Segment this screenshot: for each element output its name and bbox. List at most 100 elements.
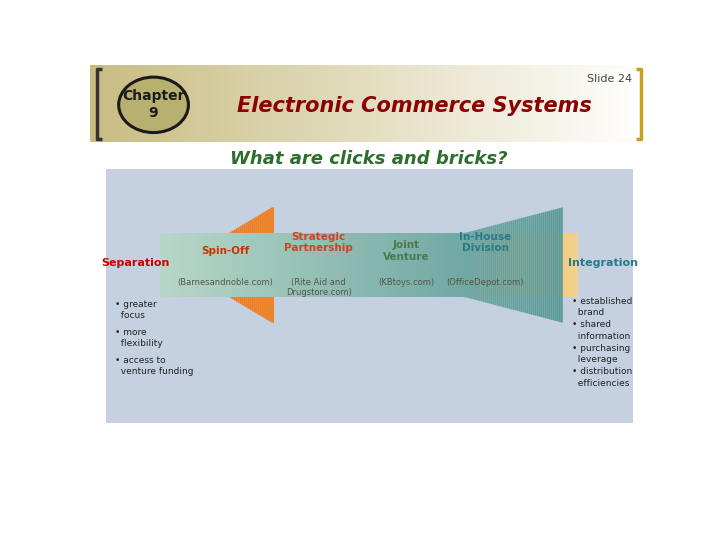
Polygon shape [293,233,294,298]
Polygon shape [284,233,286,298]
Bar [504,65,505,142]
Bar [137,65,138,142]
Polygon shape [363,233,364,298]
Bar [477,65,478,142]
Bar [407,65,408,142]
Polygon shape [369,233,372,298]
Polygon shape [347,233,349,298]
Polygon shape [451,233,454,298]
Bar [597,65,598,142]
Bar [538,65,539,142]
Bar [341,65,342,142]
Polygon shape [238,227,240,303]
Text: (OfficeDepot.com): (OfficeDepot.com) [446,278,524,287]
Bar [282,65,283,142]
Bar [382,65,383,142]
Bar [199,65,200,142]
Polygon shape [474,233,475,298]
Polygon shape [271,233,273,298]
Polygon shape [394,233,395,298]
Bar [461,65,462,142]
Bar [388,65,389,142]
Polygon shape [377,233,379,298]
Bar [252,65,253,142]
Bar [331,65,332,142]
Polygon shape [373,233,374,298]
Polygon shape [487,233,490,298]
Polygon shape [175,264,177,266]
Polygon shape [522,233,524,298]
Polygon shape [283,233,284,298]
Polygon shape [307,233,309,298]
Polygon shape [242,224,244,306]
Bar [384,65,385,142]
Polygon shape [506,221,508,308]
Polygon shape [316,233,318,298]
Bar [549,65,550,142]
Bar [377,65,378,142]
Bar [608,65,609,142]
Bar [306,65,307,142]
Bar [263,65,264,142]
Bar [398,65,399,142]
Polygon shape [168,233,170,298]
Polygon shape [433,233,436,298]
Bar [401,65,402,142]
Polygon shape [536,233,538,298]
Bar [589,65,590,142]
Polygon shape [403,233,405,298]
Polygon shape [273,233,274,298]
Bar [557,65,558,142]
Bar [323,65,324,142]
Polygon shape [220,238,222,293]
Bar [147,65,148,142]
Bar [351,65,352,142]
Polygon shape [566,233,568,298]
Bar [225,65,226,142]
Bar [563,65,564,142]
Bar [296,65,297,142]
Bar [389,65,390,142]
Bar [566,65,567,142]
Bar [577,65,578,142]
Polygon shape [528,233,530,298]
Bar [161,65,162,142]
Polygon shape [248,233,251,298]
Bar [256,65,258,142]
Bar [245,65,246,142]
Bar [130,65,131,142]
Bar [644,65,645,142]
Bar [530,65,531,142]
Text: Integration: Integration [568,259,638,268]
Polygon shape [554,233,556,298]
Polygon shape [364,233,365,298]
Bar [187,65,188,142]
Bar [532,65,533,142]
Bar [456,65,457,142]
Polygon shape [366,233,369,298]
Polygon shape [220,233,222,298]
Bar [356,65,357,142]
Bar [562,65,563,142]
Bar [253,65,254,142]
Bar [584,65,585,142]
Bar [424,65,425,142]
Bar [523,65,524,142]
Polygon shape [160,233,162,298]
Bar [212,65,213,142]
Polygon shape [441,233,444,298]
Bar [486,65,487,142]
Bar [134,65,135,142]
Polygon shape [234,233,236,298]
Polygon shape [222,236,224,294]
Bar [290,65,291,142]
Polygon shape [391,233,393,298]
Polygon shape [189,255,192,275]
Bar [500,65,502,142]
Bar [524,65,525,142]
Bar [630,65,631,142]
Bar [367,65,368,142]
Bar [582,65,583,142]
Bar [380,65,381,142]
Bar [418,65,419,142]
